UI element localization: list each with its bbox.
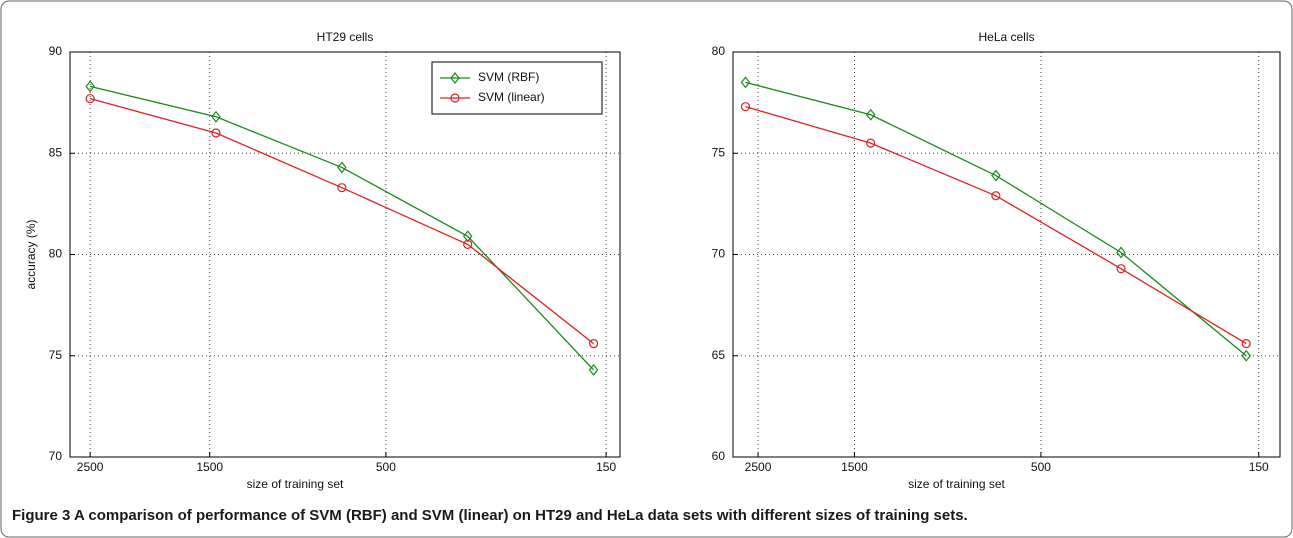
caption-label: Figure 3 [12, 507, 70, 524]
y-tick-label: 80 [712, 44, 726, 58]
y-tick-label: 85 [49, 145, 63, 159]
y-tick-label: 65 [712, 348, 726, 362]
legend-label: SVM (linear) [478, 90, 545, 104]
y-axis-label: accuracy (%) [24, 219, 38, 289]
marker [991, 191, 1001, 201]
series-line [745, 81, 1247, 357]
marker [85, 80, 95, 93]
marker [1116, 246, 1126, 259]
chart-title: HT29 cells [317, 30, 374, 44]
legend-marker [450, 93, 460, 103]
marker [462, 230, 473, 243]
y-tick-label: 75 [712, 145, 726, 159]
legend-marker [450, 72, 460, 84]
marker [866, 138, 876, 148]
x-tick-label: 2500 [745, 460, 772, 474]
y-tick-label: 70 [712, 247, 726, 261]
marker [588, 363, 599, 376]
marker [1241, 349, 1251, 362]
x-tick-label: 2500 [77, 460, 104, 474]
plot-frame [732, 51, 1281, 458]
x-axis-label: size of training set [247, 477, 344, 491]
marker [85, 93, 95, 104]
marker [588, 339, 599, 349]
x-tick-label: 500 [1031, 460, 1051, 474]
marker [1241, 339, 1251, 349]
y-tick-label: 75 [49, 348, 63, 362]
legend-label: SVM (RBF) [478, 70, 539, 84]
legend-box [431, 61, 603, 115]
y-tick-label: 70 [49, 449, 63, 463]
x-tick-label: 1500 [841, 460, 868, 474]
marker [211, 110, 221, 123]
x-tick-label: 150 [596, 460, 616, 474]
x-tick-label: 500 [376, 460, 396, 474]
marker [211, 128, 221, 138]
chart-title: HeLa cells [978, 30, 1034, 44]
series-line [745, 106, 1247, 345]
marker [740, 76, 751, 89]
marker [337, 161, 347, 174]
marker [1116, 264, 1126, 274]
series-line [89, 85, 595, 371]
caption: Figure 3 A comparison of performance of … [12, 507, 968, 524]
marker [991, 169, 1001, 182]
marker [463, 239, 473, 249]
y-tick-label: 90 [49, 44, 63, 58]
marker [337, 183, 347, 193]
y-tick-label: 60 [712, 449, 726, 463]
series-line [89, 97, 594, 345]
marker [865, 108, 876, 121]
y-tick-label: 80 [49, 247, 63, 261]
caption-text: A comparison of performance of SVM (RBF)… [74, 507, 968, 524]
x-tick-label: 1500 [196, 460, 223, 474]
plot-frame [69, 51, 621, 458]
marker [740, 102, 751, 112]
x-tick-label: 150 [1249, 460, 1269, 474]
x-axis-label: size of training set [908, 477, 1005, 491]
